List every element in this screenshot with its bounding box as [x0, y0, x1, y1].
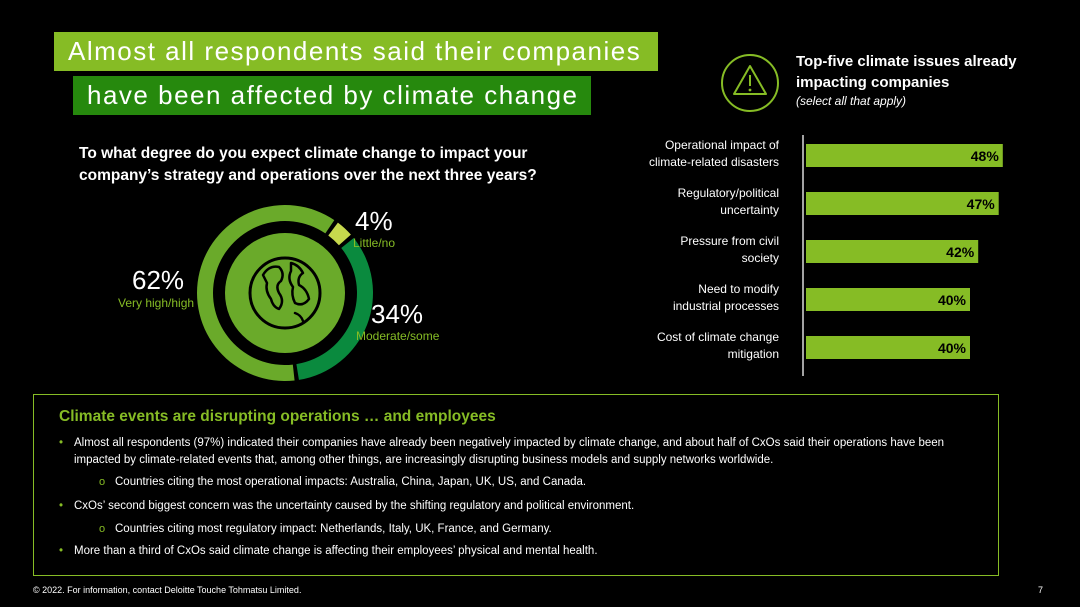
insight-bullet: • More than a third of CxOs said climate… [59, 543, 964, 560]
bar-value-label: 48% [971, 148, 1000, 164]
page-number: 7 [1038, 585, 1044, 595]
footer-copyright: © 2022. For information, contact Deloitt… [33, 585, 302, 595]
bullet-text: More than a third of CxOs said climate c… [74, 545, 598, 557]
slice-label-moderate: Moderate/some [356, 329, 440, 343]
issues-subtitle: (select all that apply) [796, 94, 907, 108]
bar-category-label: mitigation [728, 347, 779, 361]
insight-subbullet: o Countries citing most regulatory impac… [99, 521, 552, 538]
insight-bullet: • Almost all respondents (97%) indicated… [59, 435, 964, 469]
issues-bar-chart: 48% Operational impact of climate-related … [649, 135, 1003, 376]
bar-category-label: uncertainty [720, 203, 779, 217]
bar-category-label: Regulatory/political [678, 186, 779, 200]
donut-slice [197, 205, 335, 381]
donut-chart [197, 205, 373, 381]
donut-question: To what degree do you expect climate cha… [79, 145, 537, 184]
bar-value-label: 40% [938, 340, 967, 356]
title-line-2: have been affected by climate change [73, 76, 591, 115]
bullet-text: CxOs’ second biggest concern was the unc… [74, 500, 635, 512]
donut-slice [328, 222, 351, 246]
subbullet-ring: o [99, 523, 106, 535]
insight-box [33, 394, 999, 576]
slice-value-moderate: 34% [371, 299, 424, 329]
bullet-text: Almost all respondents (97%) indicated t… [74, 437, 945, 466]
bullet-dot: • [59, 437, 64, 449]
bullet-dot: • [59, 500, 64, 512]
insight-bullet: • CxOs’ second biggest concern was the u… [59, 498, 964, 515]
title-line-1: Almost all respondents said their compan… [54, 32, 658, 71]
donut-slice [296, 238, 373, 380]
bar-category-label: climate-related disasters [649, 155, 779, 169]
bar [806, 144, 1003, 167]
slice-value-high: 62% [132, 265, 185, 295]
bar-category-label: Pressure from civil [680, 234, 779, 248]
bar-value-label: 40% [938, 292, 967, 308]
bar-value-label: 42% [946, 244, 975, 260]
subbullet-text: Countries citing most regulatory impact:… [115, 523, 552, 535]
issues-title: Top-five climate issues already impactin… [796, 53, 1017, 91]
bullet-dot: • [59, 545, 64, 557]
subbullet-text: Countries citing the most operational im… [115, 476, 587, 488]
bar [806, 288, 970, 311]
insight-subbullet: o Countries citing the most operational … [99, 474, 587, 491]
bar-category-label: industrial processes [673, 299, 779, 313]
insight-heading: Climate events are disrupting operations… [59, 408, 496, 425]
slice-value-little: 4% [355, 206, 393, 236]
warning-icon [721, 54, 779, 112]
subbullet-ring: o [99, 476, 106, 488]
slice-label-little: Little/no [353, 236, 396, 250]
bar [806, 240, 979, 263]
bar-category-label: Need to modify [698, 282, 779, 296]
globe-icon [225, 233, 345, 353]
bar-category-label: Operational impact of [665, 138, 780, 152]
bar-category-label: Cost of climate change [657, 330, 779, 344]
bar [806, 192, 999, 215]
bar-category-label: society [742, 251, 779, 265]
slice-label-high: Very high/high [118, 296, 195, 310]
bar-value-label: 47% [967, 196, 996, 212]
bar [806, 336, 970, 359]
